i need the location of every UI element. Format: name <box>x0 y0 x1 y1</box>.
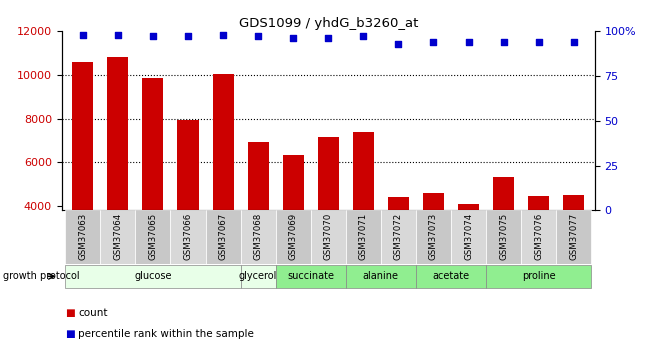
Bar <box>177 120 198 294</box>
Bar <box>135 210 170 264</box>
Text: GSM37067: GSM37067 <box>218 213 227 260</box>
Bar <box>563 195 584 294</box>
Bar <box>72 62 94 294</box>
Text: count: count <box>78 308 107 318</box>
Bar <box>142 78 163 294</box>
Bar <box>213 74 233 294</box>
Bar <box>493 177 514 294</box>
Bar <box>276 265 346 287</box>
Bar <box>486 210 521 264</box>
Bar <box>416 210 451 264</box>
Point <box>393 41 404 46</box>
Bar <box>170 210 205 264</box>
Bar <box>100 210 135 264</box>
Bar <box>458 204 479 294</box>
Text: GSM37071: GSM37071 <box>359 213 368 260</box>
Text: proline: proline <box>522 272 556 281</box>
Bar <box>107 57 128 294</box>
Bar <box>65 265 240 287</box>
Bar <box>528 196 549 294</box>
Bar <box>240 210 276 264</box>
Point <box>428 39 439 45</box>
Text: GSM37075: GSM37075 <box>499 213 508 260</box>
Text: GSM37077: GSM37077 <box>569 213 578 260</box>
Point <box>253 34 263 39</box>
Text: GSM37069: GSM37069 <box>289 213 298 260</box>
Point <box>288 36 298 41</box>
Point <box>77 32 88 37</box>
Text: glucose: glucose <box>134 272 172 281</box>
Text: GSM37070: GSM37070 <box>324 213 333 260</box>
Bar <box>423 193 444 294</box>
Text: percentile rank within the sample: percentile rank within the sample <box>78 329 254 338</box>
Title: GDS1099 / yhdG_b3260_at: GDS1099 / yhdG_b3260_at <box>239 17 418 30</box>
Point <box>183 34 193 39</box>
Point <box>463 39 474 45</box>
Point <box>534 39 544 45</box>
Bar <box>346 265 416 287</box>
Bar <box>381 210 416 264</box>
Bar <box>240 265 276 287</box>
Text: GSM37066: GSM37066 <box>183 213 192 260</box>
Bar <box>556 210 592 264</box>
Point <box>499 39 509 45</box>
Text: GSM37065: GSM37065 <box>148 213 157 260</box>
Text: GSM37074: GSM37074 <box>464 213 473 260</box>
Bar <box>388 197 409 294</box>
Text: ■: ■ <box>65 329 75 338</box>
Text: acetate: acetate <box>432 272 469 281</box>
Text: glycerol: glycerol <box>239 272 278 281</box>
Bar <box>276 210 311 264</box>
Text: GSM37064: GSM37064 <box>113 213 122 260</box>
Bar <box>451 210 486 264</box>
Bar <box>346 210 381 264</box>
Point <box>148 34 158 39</box>
Text: GSM37073: GSM37073 <box>429 213 438 260</box>
Bar <box>65 210 100 264</box>
Point <box>569 39 579 45</box>
Bar <box>205 210 240 264</box>
Text: succinate: succinate <box>287 272 334 281</box>
Text: GSM37076: GSM37076 <box>534 213 543 260</box>
Point <box>323 36 333 41</box>
Bar <box>318 137 339 294</box>
Text: growth protocol: growth protocol <box>3 272 80 281</box>
Point <box>358 34 369 39</box>
Text: alanine: alanine <box>363 272 399 281</box>
Bar <box>521 210 556 264</box>
Text: GSM37063: GSM37063 <box>78 213 87 260</box>
Point <box>218 32 228 37</box>
Text: GSM37072: GSM37072 <box>394 213 403 260</box>
Bar <box>283 155 304 294</box>
Bar <box>486 265 592 287</box>
Bar <box>353 132 374 294</box>
Bar <box>248 141 268 294</box>
Point <box>112 32 123 37</box>
Bar <box>416 265 486 287</box>
Bar <box>311 210 346 264</box>
Text: GSM37068: GSM37068 <box>254 213 263 260</box>
Text: ■: ■ <box>65 308 75 318</box>
